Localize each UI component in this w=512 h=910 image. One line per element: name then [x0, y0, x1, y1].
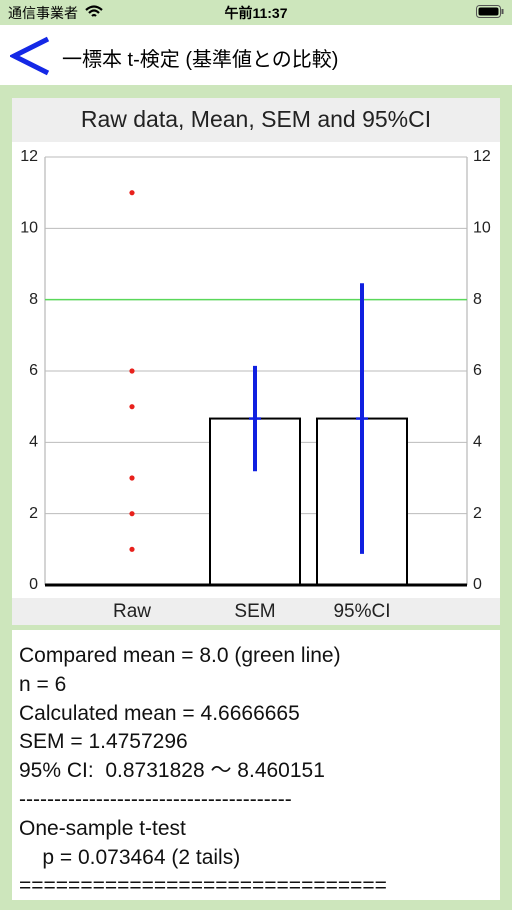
- back-button[interactable]: [10, 36, 52, 76]
- x-tick-label: SEM: [234, 601, 275, 622]
- x-tick-label: 95%CI: [333, 601, 390, 622]
- y2-tick-label: 4: [473, 434, 482, 451]
- raw-point: [129, 190, 135, 196]
- carrier: 通信事業者: [8, 5, 78, 21]
- y2-tick-label: 12: [473, 148, 491, 165]
- result-line: n = 6: [19, 672, 67, 696]
- x-tick-label: Raw: [113, 601, 151, 622]
- y-tick-label: 4: [29, 434, 38, 451]
- result-line: ==============================: [19, 874, 387, 898]
- result-line: Calculated mean = 4.6666665: [19, 701, 300, 725]
- clock: 午前11:37: [224, 5, 288, 21]
- y2-tick-label: 2: [473, 505, 482, 522]
- nav-bar: [0, 25, 512, 85]
- y2-tick-label: 10: [473, 220, 491, 237]
- y-tick-label: 12: [20, 148, 38, 165]
- chart: Raw data, Mean, SEM and 95%CI 0 0 2 2 4 4 6 6 8 8…: [12, 98, 500, 625]
- raw-point: [129, 511, 135, 517]
- title-bar: [12, 98, 500, 142]
- result-line: p = 0.073464 (2 tails): [19, 845, 241, 869]
- y2-tick-label: 8: [473, 291, 482, 308]
- raw-point: [129, 546, 135, 552]
- chart-title: Raw data, Mean, SEM and 95%CI: [81, 106, 431, 132]
- raw-point: [129, 368, 135, 374]
- result-line: SEM = 1.4757296: [19, 730, 188, 754]
- result-line: One-sample t-test: [19, 816, 186, 840]
- x-axis-band: [12, 598, 500, 625]
- result-line: ---------------------------------------: [19, 788, 292, 811]
- y-tick-label: 2: [29, 505, 38, 522]
- y-tick-label: 8: [29, 291, 38, 308]
- results-panel: Compared mean = 8.0 (green line) n = 6 Cal…: [12, 630, 500, 900]
- y2-tick-label: 0: [473, 576, 482, 593]
- y2-tick-label: 6: [473, 362, 482, 379]
- wifi-icon: [85, 5, 103, 17]
- result-line: Compared mean = 8.0 (green line): [19, 644, 341, 667]
- result-line: 95% CI: 0.8731828 〜 8.460151: [19, 759, 325, 783]
- nav-title: 一標本 t-検定 (基準値との比較): [62, 49, 339, 71]
- battery-icon: [476, 5, 504, 18]
- y-tick-label: 0: [29, 576, 38, 593]
- raw-point: [129, 475, 135, 481]
- raw-point: [129, 404, 135, 410]
- y-tick-label: 6: [29, 362, 38, 379]
- y-tick-label: 10: [20, 220, 38, 237]
